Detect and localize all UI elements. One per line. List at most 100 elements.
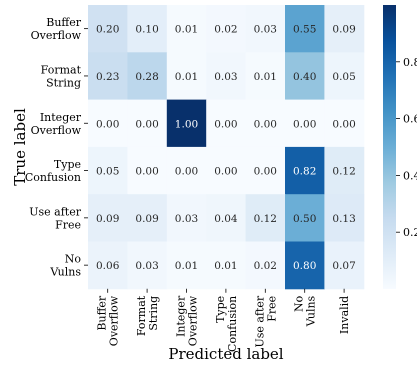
cell-value-label: 0.04 <box>214 213 238 225</box>
heatmap-cell <box>88 146 128 195</box>
heatmap-cell <box>245 146 286 195</box>
y-tick-label: Use after Free <box>29 205 81 231</box>
cell-value-label: 0.12 <box>332 166 355 178</box>
cell-value-label: 0.03 <box>175 213 198 225</box>
heatmap-cell <box>88 241 128 290</box>
cell-value-label: 0.00 <box>135 118 158 130</box>
cell-value-label: 0.00 <box>175 166 198 178</box>
x-tick-label: Use afterFree <box>253 295 278 347</box>
y-tick-label: Integer Overflow <box>31 111 82 137</box>
heatmap-cell <box>324 52 365 101</box>
heatmap-cell <box>324 241 365 290</box>
cell-value-label: 0.13 <box>332 213 355 225</box>
heatmap-cell <box>324 99 365 148</box>
colorbar-tick-label: 0.4 <box>403 169 417 182</box>
cell-value-label: 0.01 <box>214 260 237 272</box>
heatmap-cell <box>127 194 168 242</box>
heatmap-cell <box>127 52 168 101</box>
cell-value-label: 0.00 <box>332 118 355 130</box>
cell-value-label: 0.03 <box>254 24 277 36</box>
cell-value-label: 0.00 <box>96 118 119 130</box>
heatmap-cell <box>285 52 325 101</box>
heatmap-cell <box>285 146 325 195</box>
cell-value-label: 0.28 <box>135 71 158 83</box>
cell-value-label: 0.06 <box>96 260 120 272</box>
heatmap-cell <box>127 5 168 53</box>
heatmap-cell <box>206 146 247 195</box>
colorbar-tick-label: 0.2 <box>403 226 417 239</box>
cell-value-label: 0.05 <box>332 71 355 83</box>
x-tick-label: BufferOverflow <box>96 295 121 346</box>
y-axis-label: True label <box>11 108 29 186</box>
heatmap-cell <box>324 146 365 195</box>
heatmap-cell <box>324 194 365 242</box>
x-tick-label: FormatString <box>135 295 160 336</box>
heatmap-cells: 0.20 0.10 0.01 0.02 0.03 0.55 0.09 0.23 0.28 0.01… <box>88 5 365 290</box>
cell-value-label: 0.00 <box>214 166 237 178</box>
cell-value-label: 0.01 <box>175 260 198 272</box>
x-axis-label: Predicted label <box>168 345 283 363</box>
cell-value-label: 0.02 <box>214 24 237 36</box>
heatmap-cell <box>324 5 365 53</box>
heatmap-cell <box>166 99 207 148</box>
cell-value-label: 0.23 <box>96 71 119 83</box>
heatmap-cell <box>88 99 128 148</box>
heatmap-cell <box>206 194 247 242</box>
colorbar-ticks: 0.2 0.4 0.6 0.8 <box>396 56 417 239</box>
y-tick-label: Buffer Overflow <box>31 16 82 42</box>
heatmap-cell <box>245 99 286 148</box>
heatmap-cell <box>166 241 207 290</box>
cell-value-label: 0.20 <box>96 24 119 36</box>
cell-value-label: 0.01 <box>254 71 277 83</box>
cell-value-label: 0.10 <box>135 24 158 36</box>
cell-value-label: 0.00 <box>254 166 277 178</box>
cell-value-label: 1.00 <box>175 118 198 130</box>
x-tick-label: IntegerOverflow <box>175 295 200 346</box>
heatmap-cell <box>206 5 247 53</box>
heatmap-cell <box>127 99 168 148</box>
cell-value-label: 0.09 <box>96 213 119 225</box>
cell-value-label: 0.09 <box>332 24 355 36</box>
heatmap-cell <box>245 5 286 53</box>
x-tick-labels: BufferOverflow FormatString IntegerOverflo… <box>96 288 351 352</box>
cell-value-label: 0.01 <box>175 71 198 83</box>
y-tick-label: Type Confusion <box>25 158 81 184</box>
cell-value-label: 0.01 <box>175 24 198 36</box>
heatmap-cell <box>285 5 325 53</box>
y-tick-label: No Vulns <box>49 253 81 279</box>
cell-value-label: 0.07 <box>332 260 355 272</box>
colorbar-tick-label: 0.6 <box>403 113 417 126</box>
heatmap-cell <box>166 146 207 195</box>
heatmap-cell <box>88 52 128 101</box>
x-tick-label: NoVulns <box>293 295 318 327</box>
cell-value-label: 0.00 <box>254 118 277 130</box>
colorbar <box>383 5 396 289</box>
cell-value-label: 0.09 <box>135 213 158 225</box>
y-tick-label: Format String <box>41 63 82 89</box>
heatmap-cell <box>285 194 325 242</box>
heatmap-cell <box>206 52 247 101</box>
cell-value-label: 0.40 <box>293 71 316 83</box>
heatmap-cell <box>245 52 286 101</box>
x-tick-label: TypeConfusion <box>214 296 239 352</box>
heatmap-cell <box>166 194 207 242</box>
heatmap-cell <box>166 52 207 101</box>
cell-value-label: 0.80 <box>293 260 316 272</box>
y-tick-labels: Buffer Overflow Format String Integer Overflo… <box>25 16 88 279</box>
cell-value-label: 0.55 <box>293 24 316 36</box>
cell-value-label: 0.05 <box>96 166 119 178</box>
heatmap-cell <box>206 99 247 148</box>
heatmap-cell <box>127 241 168 290</box>
cell-value-label: 0.82 <box>293 166 316 178</box>
heatmap-cell <box>245 241 286 290</box>
heatmap-cell <box>88 194 128 242</box>
heatmap-cell <box>88 5 128 53</box>
heatmap-cell <box>127 146 168 195</box>
cell-value-label: 0.00 <box>293 118 316 130</box>
cell-value-label: 0.03 <box>135 260 158 272</box>
heatmap-cell <box>166 5 207 53</box>
x-tick-label: Invalid <box>338 296 351 334</box>
heatmap-cell <box>206 241 247 290</box>
heatmap-cell <box>285 99 325 148</box>
